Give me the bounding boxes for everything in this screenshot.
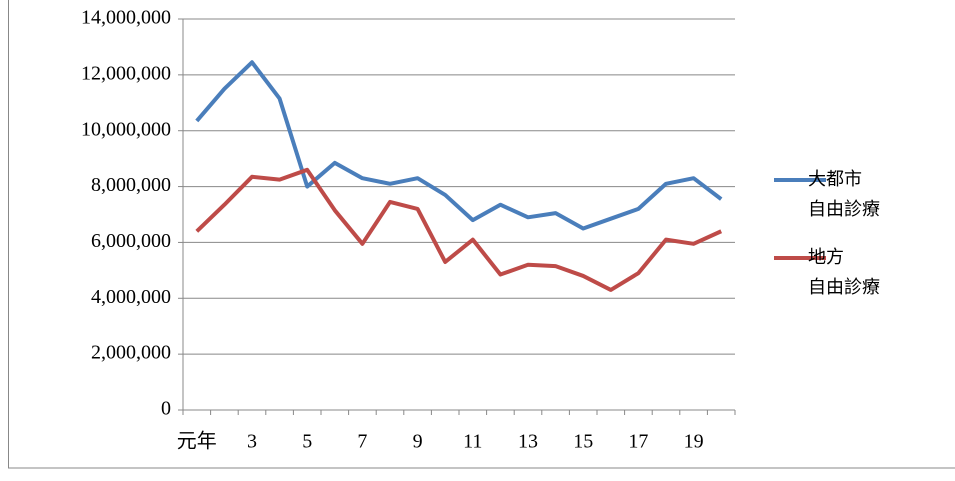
y-tick-label: 4,000,000 [91, 286, 171, 308]
y-tick-label: 12,000,000 [81, 62, 171, 84]
x-tick-label: 15 [573, 431, 593, 453]
x-tick-label: 元年 [177, 430, 217, 453]
y-tick-label: 0 [161, 398, 171, 420]
legend-label: 大都市 自由診療 [808, 165, 880, 225]
y-tick-label: 2,000,000 [91, 342, 171, 364]
x-tick-label: 3 [247, 431, 257, 453]
x-tick-label: 17 [628, 431, 648, 453]
y-tick-label: 8,000,000 [91, 174, 171, 196]
x-tick-label: 11 [463, 431, 482, 453]
y-tick-label: 6,000,000 [91, 230, 171, 252]
series-line [197, 170, 721, 290]
legend-label: 地方 自由診療 [808, 243, 880, 303]
x-tick-label: 9 [413, 431, 423, 453]
series-line [197, 62, 721, 228]
x-tick-label: 13 [518, 431, 538, 453]
y-tick-label: 10,000,000 [81, 118, 171, 140]
x-tick-label: 5 [302, 431, 312, 453]
x-tick-label: 7 [357, 431, 367, 453]
x-tick-label: 19 [684, 431, 704, 453]
y-tick-label: 14,000,000 [81, 7, 171, 29]
